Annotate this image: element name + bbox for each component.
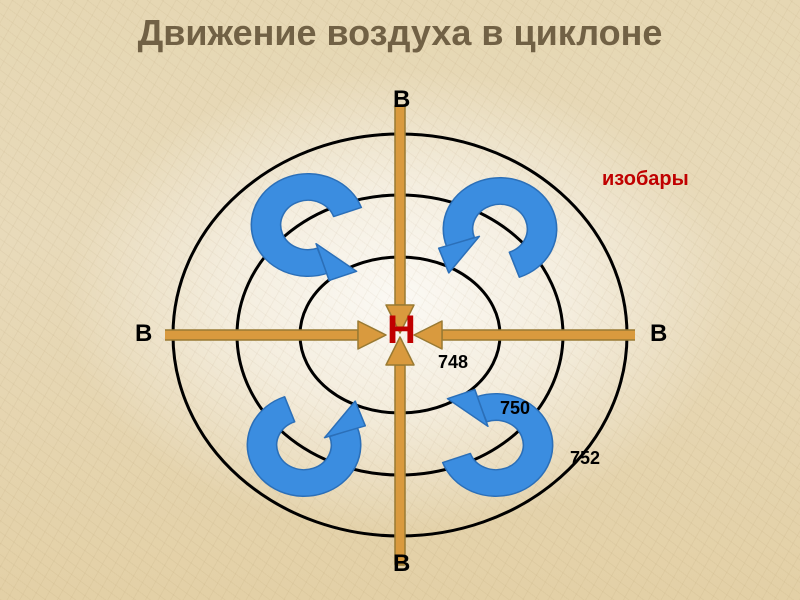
label-b-bottom: В	[393, 550, 410, 578]
arrow-from-north	[386, 105, 414, 333]
label-b-top: В	[393, 86, 410, 114]
arrow-from-west	[165, 321, 386, 349]
isobar-label-748: 748	[438, 352, 468, 373]
isobar-label-750: 750	[500, 398, 530, 419]
label-b-right: В	[650, 320, 667, 348]
isobar-legend: изобары	[602, 168, 692, 190]
isobar-label-752: 752	[570, 448, 600, 469]
slide: Движение воздуха в циклоне	[0, 0, 800, 600]
label-b-left: В	[135, 320, 152, 348]
arrow-from-south	[386, 337, 414, 565]
slide-title: Движение воздуха в циклоне	[0, 12, 800, 53]
arrow-from-east	[414, 321, 635, 349]
center-label: Н	[387, 308, 416, 353]
